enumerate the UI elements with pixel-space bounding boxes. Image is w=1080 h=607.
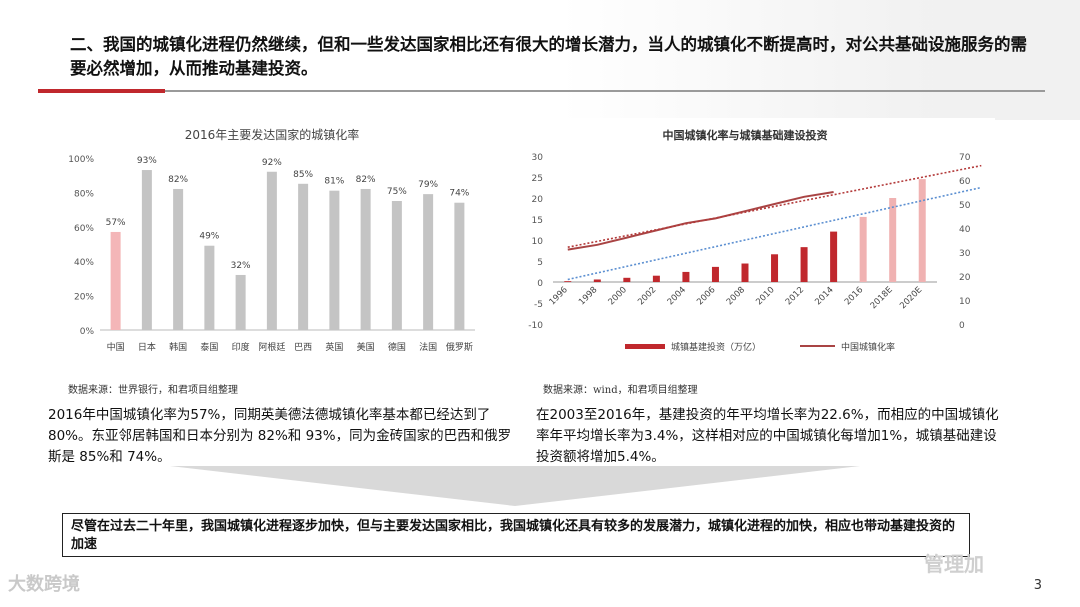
chart-title: 中国城镇化率与城镇基础建设投资 <box>663 128 828 142</box>
bar-阿根廷 <box>266 171 277 330</box>
left-y-tick-label: 30 <box>532 153 544 163</box>
x-tick-label: 德国 <box>388 341 406 353</box>
y-tick-label: 40% <box>74 258 94 268</box>
left-y-tick-label: -10 <box>528 321 543 331</box>
right-y-tick-label: 10 <box>959 297 971 307</box>
bar-中国 <box>110 231 121 330</box>
bar-value-label: 93% <box>137 156 157 166</box>
x-tick-label: 巴西 <box>294 342 312 353</box>
bar-2014 <box>830 231 838 282</box>
bar-1996 <box>564 281 572 282</box>
title-rule-accent <box>38 89 165 93</box>
legend-label-bars: 城镇基建投资（万亿） <box>671 341 761 353</box>
y-tick-label: 20% <box>74 293 94 303</box>
bar-2016 <box>859 216 867 282</box>
page-number: 3 <box>1033 578 1042 593</box>
chart-title: 2016年主要发达国家的城镇化率 <box>185 127 360 142</box>
bar-1998 <box>593 279 601 282</box>
right-y-tick-label: 40 <box>959 225 971 235</box>
background-wash <box>560 0 1080 120</box>
bar-value-label: 82% <box>356 175 376 185</box>
right-y-tick-label: 30 <box>959 249 971 259</box>
down-arrow-shape <box>170 466 860 506</box>
bar-2006 <box>711 266 719 282</box>
bar-value-label: 81% <box>324 177 344 187</box>
left-y-tick-label: 20 <box>532 195 544 205</box>
y-tick-label: 60% <box>74 224 94 234</box>
bar-2012 <box>800 247 808 282</box>
watermark-right: 管理加 <box>924 552 984 576</box>
bar-韩国 <box>173 188 184 330</box>
right-y-tick-label: 50 <box>959 201 971 211</box>
legend-swatch-bars <box>625 344 665 349</box>
investment-combo-chart-svg: 中国城镇化率与城镇基础建设投资 -10 -5 0 5 10 15 20 25 30 0 10 20 30 4… <box>525 118 995 378</box>
bar-泰国 <box>204 245 215 330</box>
y-tick-label: 100% <box>68 155 94 165</box>
bar-法国 <box>423 194 434 330</box>
left-commentary: 2016年中国城镇化率为57%，同期英美德法德城镇化率基本都已经达到了80%。东… <box>48 407 512 465</box>
left-y-tick-label: 5 <box>537 258 543 268</box>
x-tick-label: 韩国 <box>169 341 187 353</box>
bar-印度 <box>235 274 246 330</box>
trendline-left <box>567 186 982 281</box>
bar-2000 <box>623 277 631 282</box>
right-y-tick-label: 70 <box>959 153 971 163</box>
bar-2018E <box>889 198 897 282</box>
bar-2010 <box>771 254 779 282</box>
urbanization-bar-chart: 2016年主要发达国家的城镇化率 0% 20% 40% 60% 80% 100% 57% 中国 9… <box>60 112 485 374</box>
right-commentary: 在2003至2016年，基建投资的年平均增长率为22.6%，而相应的中国城镇化率… <box>536 407 999 465</box>
y-tick-label: 80% <box>74 189 94 199</box>
bar-德国 <box>391 201 402 330</box>
left-y-tick-label: -5 <box>534 300 543 310</box>
bar-value-label: 79% <box>418 180 438 190</box>
urbanization-rate-line <box>567 191 834 251</box>
left-y-tick-label: 0 <box>537 279 543 289</box>
x-tick-label: 美国 <box>357 341 375 353</box>
x-tick-label: 阿根廷 <box>258 341 285 353</box>
title-rule <box>165 90 1045 92</box>
x-tick-label: 泰国 <box>200 341 218 353</box>
bar-value-label: 92% <box>262 158 282 168</box>
slide-heading: 二、我国的城镇化进程仍然继续，但和一些发达国家相比还有很大的增长潜力，当人的城镇… <box>70 35 1027 78</box>
left-y-tick-label: 15 <box>532 216 543 226</box>
left-y-tick-label: 25 <box>532 174 543 184</box>
bar-value-label: 75% <box>387 187 407 197</box>
legend-label-line: 中国城镇化率 <box>841 341 895 353</box>
bar-value-label: 82% <box>168 175 188 185</box>
right-y-tick-label: 20 <box>959 273 971 283</box>
x-tick-label: 英国 <box>325 341 343 353</box>
x-tick-label: 印度 <box>232 341 250 353</box>
bar-日本 <box>141 170 152 330</box>
bar-value-label: 32% <box>231 261 251 271</box>
bar-美国 <box>360 188 371 330</box>
bar-2004 <box>682 271 690 282</box>
bar-2002 <box>652 275 660 282</box>
bar-value-label: 49% <box>199 232 219 242</box>
x-tick-label: 法国 <box>419 341 437 353</box>
investment-combo-chart: 中国城镇化率与城镇基础建设投资 -10 -5 0 5 10 15 20 25 30 0 10 20 30 4… <box>525 118 995 378</box>
bar-英国 <box>329 190 340 330</box>
bar-俄罗斯 <box>454 202 465 330</box>
right-y-tick-label: 0 <box>959 321 965 331</box>
urbanization-bar-chart-svg: 2016年主要发达国家的城镇化率 0% 20% 40% 60% 80% 100% 57% 中国 9… <box>60 112 485 374</box>
y-tick-label: 0% <box>80 327 95 337</box>
bar-value-label: 85% <box>293 170 313 180</box>
right-y-tick-label: 60 <box>959 177 971 187</box>
watermark-left: 大数跨境 <box>8 574 80 595</box>
bar-2020E <box>918 179 926 282</box>
x-tick-label: 日本 <box>138 341 156 353</box>
right-source-note: 数据来源：wind，和君项目组整理 <box>543 385 698 396</box>
bar-value-label: 74% <box>449 189 469 199</box>
x-tick-label: 俄罗斯 <box>446 341 473 353</box>
bar-2008 <box>741 263 749 282</box>
bar-value-label: 57% <box>106 218 126 228</box>
bar-巴西 <box>298 183 309 330</box>
chart-background <box>525 118 995 378</box>
x-tick-label: 中国 <box>107 341 125 353</box>
conclusion-box: 尽管在过去二十年里，我国城镇化进程逐步加快，但与主要发达国家相比，我国城镇化还具… <box>62 513 970 557</box>
left-source-note: 数据来源：世界银行，和君项目组整理 <box>68 385 238 396</box>
left-y-tick-label: 10 <box>532 237 544 247</box>
